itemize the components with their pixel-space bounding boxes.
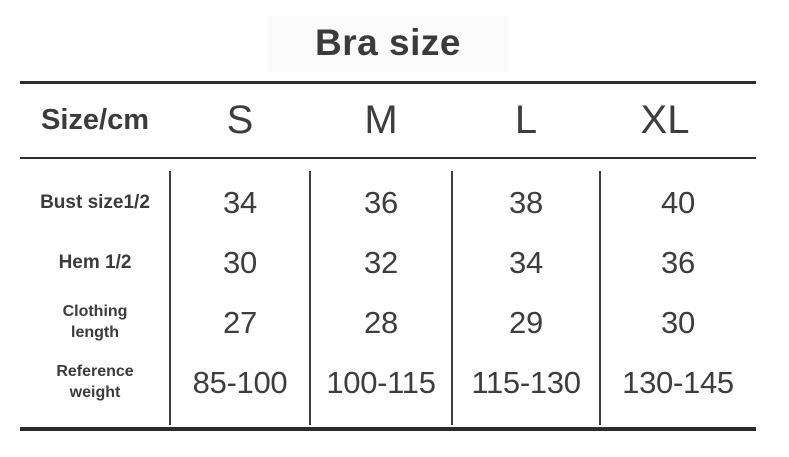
cell-value: 34 bbox=[223, 185, 257, 220]
table-row-bust: Bust size1/2 34 36 38 40 bbox=[20, 173, 756, 233]
page-title: Bra size bbox=[267, 16, 509, 72]
bra-size-table: Size/cm S M L XL Bust size1/2 34 36 38 4… bbox=[20, 81, 756, 431]
table-header-row: Size/cm S M L XL bbox=[20, 81, 756, 159]
cell-value: 29 bbox=[509, 305, 543, 340]
row-label: Hem 1/2 bbox=[58, 251, 132, 273]
cell-value: 27 bbox=[223, 305, 257, 340]
cell-value: 34 bbox=[509, 245, 543, 280]
header-size-m: M bbox=[364, 98, 398, 142]
cell-value: 36 bbox=[364, 185, 398, 220]
row-label: Reference weight bbox=[56, 363, 134, 401]
table-row-hem: Hem 1/2 30 32 34 36 bbox=[20, 233, 756, 293]
cell-value: 30 bbox=[223, 245, 257, 280]
column-divider bbox=[309, 171, 311, 425]
header-size-l: L bbox=[514, 98, 538, 142]
column-divider bbox=[599, 171, 601, 425]
header-size-s: S bbox=[226, 98, 254, 142]
cell-value: 85-100 bbox=[192, 365, 288, 400]
cell-value: 30 bbox=[661, 305, 695, 340]
header-size-cm: Size/cm bbox=[41, 104, 149, 136]
title-wrap: Bra size bbox=[20, 16, 756, 72]
table-row-reference-weight: Reference weight 85-100 100-115 115-130 … bbox=[20, 353, 756, 413]
cell-value: 38 bbox=[509, 185, 543, 220]
row-label: Clothing length bbox=[62, 303, 128, 341]
cell-value: 32 bbox=[364, 245, 398, 280]
cell-value: 40 bbox=[661, 185, 695, 220]
cell-value: 36 bbox=[661, 245, 695, 280]
cell-value: 130-145 bbox=[622, 365, 734, 400]
table-body: Bust size1/2 34 36 38 40 Hem 1/2 30 32 3… bbox=[20, 159, 756, 431]
column-divider bbox=[169, 171, 171, 425]
row-label: Bust size1/2 bbox=[40, 191, 150, 213]
cell-value: 100-115 bbox=[326, 365, 436, 400]
header-size-xl: XL bbox=[640, 98, 690, 142]
table-row-clothing-length: Clothing length 27 28 29 30 bbox=[20, 293, 756, 353]
column-divider bbox=[451, 171, 453, 425]
cell-value: 115-130 bbox=[471, 365, 581, 400]
cell-value: 28 bbox=[364, 305, 398, 340]
